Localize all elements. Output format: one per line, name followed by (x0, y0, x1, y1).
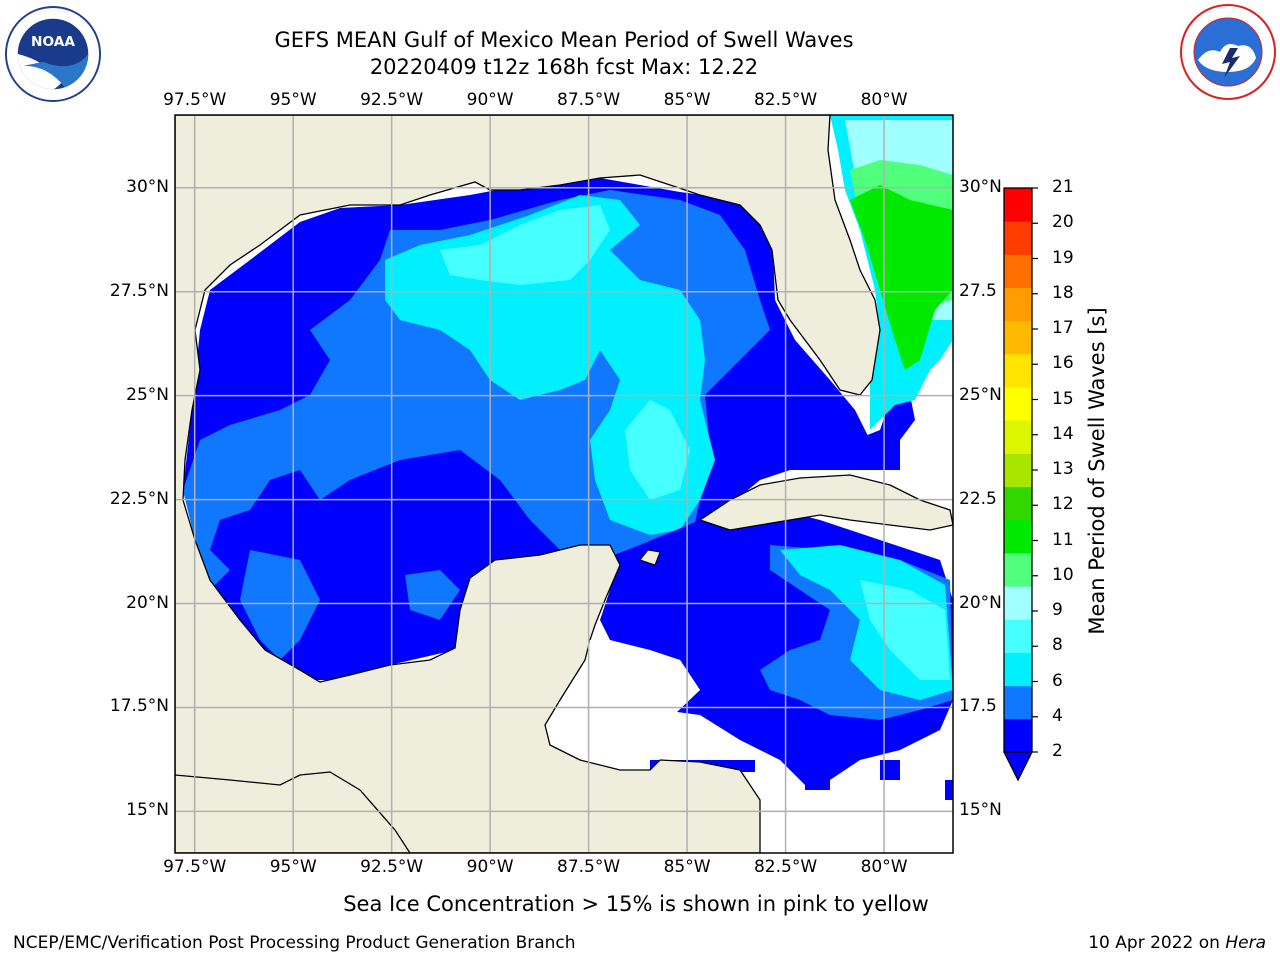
lon-tick-top: 90°W (466, 90, 514, 110)
colorbar-tick-label: 17 (1052, 318, 1074, 338)
lat-tick-left: 27.5°N (109, 280, 169, 301)
lat-tick-left: 30°N (126, 176, 169, 197)
noaa-logo-text: NOAA (31, 34, 75, 50)
noaa-logo: NOAA (4, 5, 102, 103)
colorbar-bin (1004, 519, 1032, 554)
colorbar-bin (1004, 552, 1032, 587)
colorbar-bin (1004, 420, 1032, 454)
colorbar-bin (1004, 221, 1032, 255)
colorbar-bin (1004, 652, 1032, 687)
colorbar-extend-arrow (1002, 751, 1034, 782)
lon-tick-bottom: 90°W (466, 857, 514, 877)
lon-tick-top: 80°W (860, 90, 908, 110)
lon-tick-bottom: 97.5°W (163, 857, 227, 877)
colorbar-bin (1004, 453, 1032, 488)
colorbar-bin (1004, 718, 1032, 753)
lat-tick-right: 25°N (959, 384, 1002, 405)
colorbar-tick-label: 9 (1052, 600, 1063, 620)
lat-tick-right: 27.5 (959, 280, 997, 301)
colorbar-tick-label: 14 (1052, 423, 1074, 444)
colorbar-tick-label: 19 (1052, 247, 1074, 268)
footer-machine: Hera (1225, 933, 1266, 953)
lon-tick-bottom: 82.5°W (753, 857, 818, 877)
footer-credit: NCEP/EMC/Verification Post Processing Pr… (13, 933, 576, 953)
lon-tick-top: 95°W (269, 90, 317, 110)
lon-tick-top: 82.5°W (753, 90, 818, 110)
footer-date: 10 Apr 2022 on Hera (1088, 932, 1266, 954)
colorbar-bin (1004, 619, 1032, 653)
colorbar-tick-label: 13 (1052, 459, 1074, 479)
colorbar-tick-label: 18 (1052, 282, 1074, 303)
lon-tick-top: 87.5°W (557, 90, 621, 110)
lat-tick-left: 17.5°N (109, 696, 169, 717)
footer-date-text: 10 Apr 2022 on (1088, 933, 1220, 953)
colorbar-bin (1004, 586, 1032, 620)
colorbar-bin (1004, 287, 1032, 322)
colorbar-tick-label: 20 (1052, 212, 1074, 233)
lon-tick-top: 85°W (663, 90, 711, 110)
colorbar-label: Mean Period of Swell Waves [s] (1085, 307, 1109, 635)
lat-tick-right: 30°N (959, 176, 1002, 197)
lat-tick-right: 20°N (959, 592, 1002, 613)
lat-tick-left: 25°N (126, 384, 169, 405)
colorbar-bin (1004, 320, 1032, 355)
colorbar-tick-label: 15 (1052, 388, 1074, 409)
colorbar-bin (1004, 486, 1032, 521)
lon-tick-bottom: 95°W (269, 857, 317, 877)
colorbar-tick-label: 2 (1052, 741, 1063, 761)
colorbar-tick-label: 6 (1052, 670, 1063, 691)
map-frame (174, 114, 954, 854)
map-area (175, 115, 953, 853)
swell-field-gulf-8 (440, 205, 690, 500)
nws-logo (1180, 4, 1276, 100)
colorbar-bin (1004, 387, 1032, 421)
land-cuba (698, 474, 953, 531)
colorbar-tick-label: 10 (1052, 564, 1074, 585)
colorbar-tick-label: 16 (1052, 353, 1074, 374)
lon-tick-bottom: 80°W (860, 857, 908, 877)
lon-tick-bottom: 85°W (663, 857, 711, 877)
lat-tick-right: 15°N (959, 800, 1002, 821)
colorbar (1002, 187, 1038, 782)
colorbar-bin (1004, 188, 1032, 222)
swell-field-caribbean-8 (860, 580, 950, 680)
lon-tick-top: 92.5°W (360, 90, 424, 110)
lat-tick-left: 15°N (126, 800, 169, 821)
lon-tick-bottom: 92.5°W (360, 857, 424, 877)
colorbar-tick-label: 12 (1052, 494, 1074, 515)
lat-tick-left: 20°N (126, 592, 169, 613)
lat-tick-right: 22.5 (959, 488, 997, 509)
colorbar-bin (1004, 254, 1032, 289)
map-title: GEFS MEAN Gulf of Mexico Mean Period of … (274, 28, 854, 52)
ice-note: Sea Ice Concentration > 15% is shown in … (343, 892, 929, 916)
lat-tick-left: 22.5°N (109, 488, 169, 509)
colorbar-tick-label: 8 (1052, 635, 1063, 656)
lat-tick-right: 17.5 (959, 696, 997, 717)
map-subtitle: 20220409 t12z 168h fcst Max: 12.22 (369, 55, 759, 79)
swell-field-atlantic-10 (850, 185, 953, 370)
colorbar-tick-label: 4 (1052, 705, 1063, 726)
colorbar-tick-label: 11 (1052, 529, 1074, 550)
colorbar-bin (1004, 353, 1032, 388)
map-gridlines (175, 115, 953, 853)
colorbar-tick-label: 21 (1052, 177, 1074, 197)
colorbar-bin (1004, 685, 1032, 720)
lon-tick-top: 97.5°W (163, 90, 227, 110)
lon-tick-bottom: 87.5°W (557, 857, 621, 877)
